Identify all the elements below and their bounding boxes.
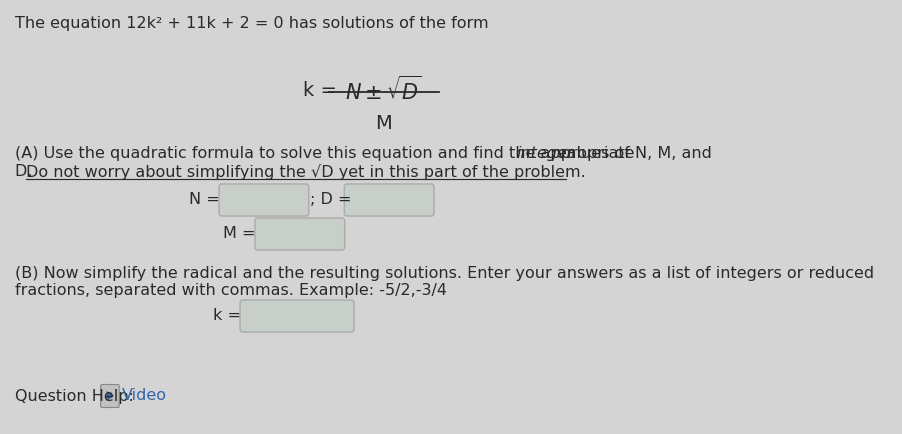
Text: (B) Now simplify the radical and the resulting solutions. Enter your answers as : (B) Now simplify the radical and the res… — [14, 266, 873, 281]
Text: fractions, separated with commas. Example: -5/2,-3/4: fractions, separated with commas. Exampl… — [14, 283, 446, 298]
Text: M =: M = — [223, 227, 255, 241]
Text: ; D =: ; D = — [309, 193, 351, 207]
FancyBboxPatch shape — [240, 300, 354, 332]
Text: integer: integer — [516, 146, 573, 161]
Text: The equation 12k² + 11k + 2 = 0 has solutions of the form: The equation 12k² + 11k + 2 = 0 has solu… — [14, 16, 488, 31]
Text: N =: N = — [189, 193, 219, 207]
Text: Video: Video — [122, 388, 167, 404]
Text: (A) Use the quadratic formula to solve this equation and find the appropriate: (A) Use the quadratic formula to solve t… — [14, 146, 639, 161]
FancyBboxPatch shape — [100, 385, 119, 408]
Text: k =: k = — [303, 80, 336, 99]
FancyBboxPatch shape — [219, 184, 308, 216]
FancyBboxPatch shape — [254, 218, 345, 250]
Text: $N \pm \sqrt{D}$: $N \pm \sqrt{D}$ — [345, 76, 422, 104]
Text: k =: k = — [213, 309, 241, 323]
Text: M: M — [375, 114, 391, 133]
Text: Question Help:: Question Help: — [14, 388, 133, 404]
Text: Do not worry about simplifying the √D yet in this part of the problem.: Do not worry about simplifying the √D ye… — [26, 164, 585, 180]
FancyBboxPatch shape — [344, 184, 434, 216]
Text: values of N, M, and: values of N, M, and — [551, 146, 711, 161]
Polygon shape — [106, 391, 114, 401]
Text: D.: D. — [14, 164, 37, 179]
